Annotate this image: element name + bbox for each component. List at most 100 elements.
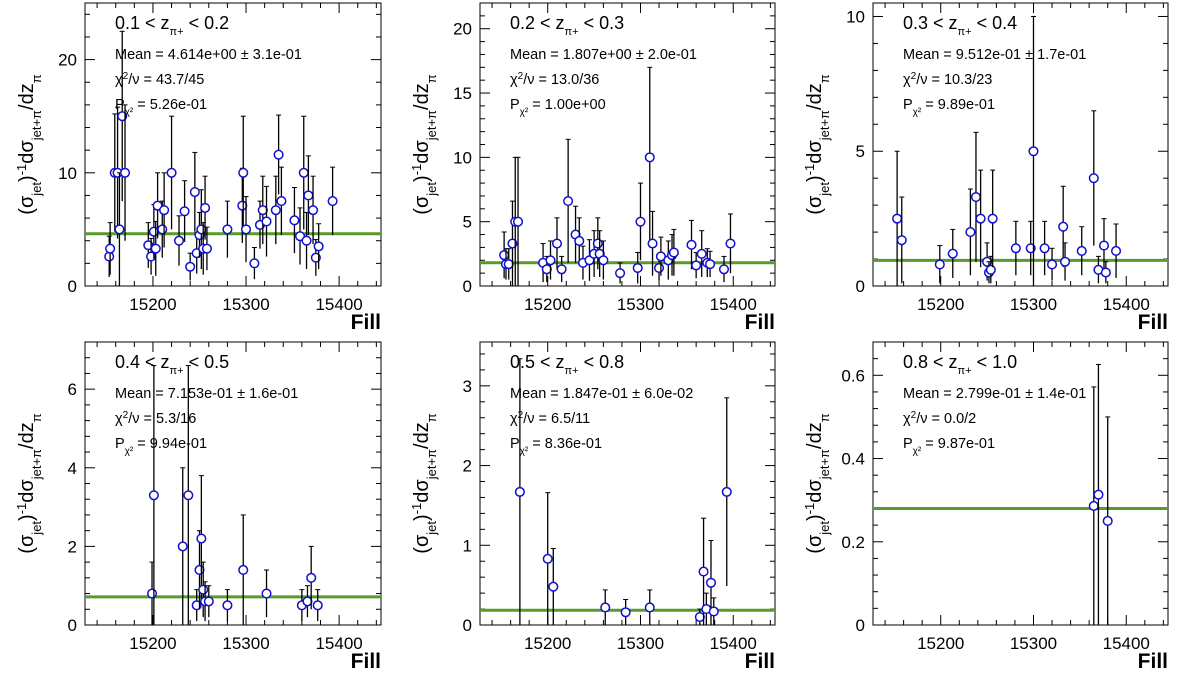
stat-line: χ2/ν = 0.0/2 [903,410,976,428]
data-point [970,192,982,203]
y-axis-label: (σjet)-1dσjet+π/dzπ [409,74,439,214]
data-point [1093,489,1104,500]
data-point [721,486,732,497]
stat-line: Pχ² = 5.26e-01 [115,97,207,118]
data-point [556,264,567,275]
y-tick-label: 4 [68,459,77,478]
data-point [150,243,161,254]
data-point [298,167,309,178]
data-point [200,202,211,213]
y-tick-label: 0.2 [841,533,865,552]
data-point [302,596,313,607]
y-tick-label: 10 [846,7,865,26]
data-point [503,259,514,270]
x-tick-label: 15200 [129,295,176,314]
data-point [198,584,209,595]
x-tick-label: 15400 [1103,295,1150,314]
data-point [691,260,702,271]
y-axis-label: (σjet)-1dσjet+π/dzπ [409,413,439,553]
data-point [240,224,252,235]
data-point [257,205,268,216]
data-point [261,588,272,599]
data-point [189,186,200,198]
data-point [987,213,998,224]
plot-frame [84,2,382,287]
stat-line: Mean = 2.799e-01 ± 1.4e-01 [903,386,1086,402]
data-point [148,226,159,237]
data-point [249,258,260,269]
data-point [541,264,552,275]
data-point [196,533,207,544]
data-point [705,259,716,270]
data-point [1010,243,1021,254]
y-axis-label: (σjet)-1dσjet+π/dzπ [14,413,44,553]
data-point [934,259,945,270]
data-point [222,224,233,235]
data-point [620,607,631,618]
stat-line: Mean = 1.807e+00 ± 2.0e-01 [510,47,697,63]
data-point [276,196,287,207]
stat-line: Mean = 1.847e-01 ± 6.0e-02 [510,386,693,402]
data-point [644,152,655,163]
y-tick-label: 0 [68,616,77,635]
data-point [289,215,300,226]
y-tick-label: 5 [856,142,865,161]
data-point [306,572,317,583]
data-point [261,216,272,227]
x-axis-label: Fill [351,650,381,673]
data-point [592,238,603,249]
data-point [313,241,324,252]
stat-line: Pχ² = 9.87e-01 [903,436,995,457]
panel-title: 0.3 < zπ+ < 0.4 [903,13,1017,38]
stat-line: Pχ² = 9.94e-01 [115,436,207,457]
data-point [698,566,709,577]
x-tick-label: 15300 [1010,634,1057,653]
data-point [1102,515,1113,527]
panel-title: 0.2 < zπ+ < 0.3 [510,13,624,38]
data-point [514,486,525,497]
data-point [892,213,903,224]
data-point [203,596,214,607]
x-tick-label: 15400 [710,295,757,314]
data-point [1046,259,1058,270]
stat-line: Pχ² = 9.89e-01 [903,97,995,118]
stat-line: χ2/ν = 43.7/45 [115,71,204,89]
data-point [105,243,116,254]
y-tick-label: 5 [463,213,472,232]
x-axis-label: Fill [351,311,381,334]
panel-title: 0.4 < zπ+ < 0.5 [115,352,229,377]
data-point [270,205,281,216]
data-point [725,238,736,249]
data-point [668,247,679,258]
data-point [615,268,626,279]
y-tick-label: 10 [453,148,472,167]
data-point [708,606,719,617]
y-tick-label: 20 [58,51,77,70]
data-point [222,600,233,611]
panel-title: 0.8 < zπ+ < 1.0 [903,352,1017,377]
y-tick-label: 2 [463,457,472,476]
x-axis-label: Fill [745,311,775,334]
x-tick-label: 15300 [617,634,664,653]
data-point [947,248,958,259]
stat-line: Mean = 4.614e+00 ± 3.1e-01 [115,47,302,63]
data-point [159,205,170,216]
plot-frame [479,341,776,626]
x-tick-label: 15200 [524,634,571,653]
data-point [1100,267,1111,278]
data-point [694,611,705,623]
y-tick-label: 0 [463,277,472,296]
data-point [177,541,188,552]
data-point [301,235,312,246]
y-tick-label: 6 [68,380,77,399]
panel-title: 0.5 < zπ+ < 0.8 [510,352,624,377]
x-axis-label: Fill [1138,311,1168,334]
data-point [273,149,284,160]
y-tick-label: 0 [856,277,865,296]
data-point [179,206,190,217]
data-point [312,600,323,611]
